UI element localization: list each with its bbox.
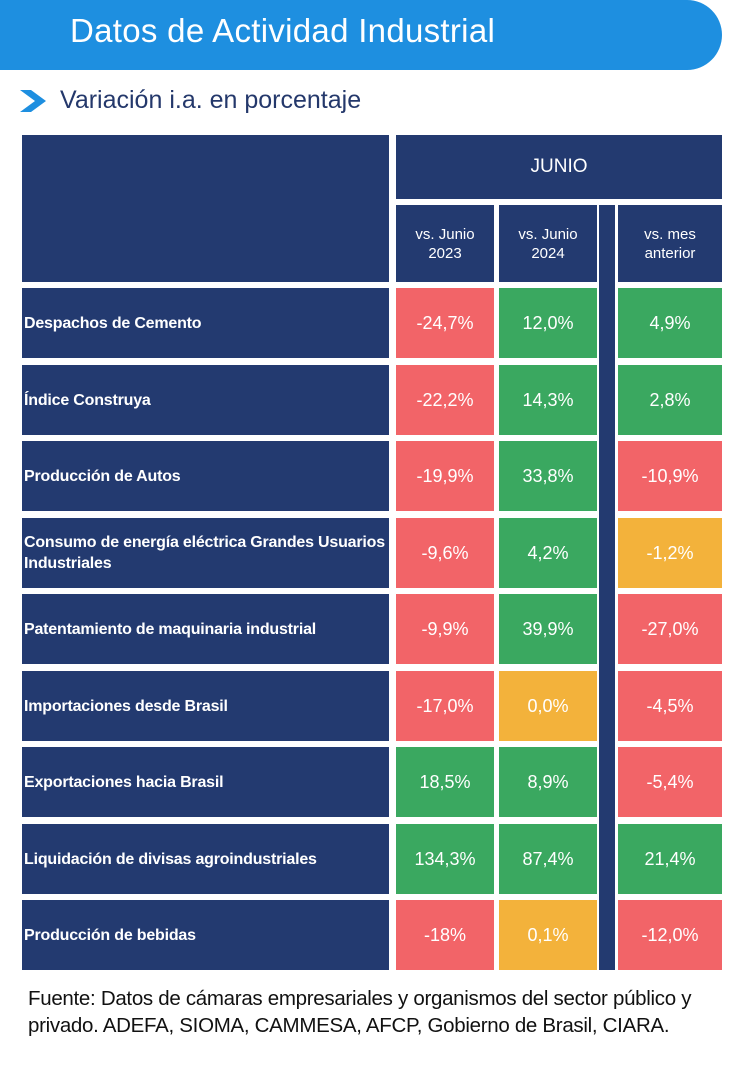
row-label: Producción de Autos bbox=[22, 441, 389, 511]
value-cell: -10,9% bbox=[618, 441, 722, 511]
row-label: Importaciones desde Brasil bbox=[22, 671, 389, 741]
row-label: Índice Construya bbox=[22, 365, 389, 435]
value-cell: 2,8% bbox=[618, 365, 722, 435]
column-header-vs-mes-anterior: vs. mes anterior bbox=[618, 205, 722, 282]
row-label-text: Producción de Autos bbox=[24, 467, 181, 485]
value-cell: 134,3% bbox=[396, 824, 494, 894]
header-corner bbox=[22, 135, 389, 282]
value-cell: -9,6% bbox=[396, 518, 494, 588]
value-cell: -24,7% bbox=[396, 288, 494, 358]
value-cell: -1,2% bbox=[618, 518, 722, 588]
row-label: Liquidación de divisas agroindustriales bbox=[22, 824, 389, 894]
row-label: Exportaciones hacia Brasil bbox=[22, 747, 389, 817]
value-cell: 87,4% bbox=[499, 824, 597, 894]
value-cell: -22,2% bbox=[396, 365, 494, 435]
value-cell: -12,0% bbox=[618, 900, 722, 970]
value-cell: -17,0% bbox=[396, 671, 494, 741]
page-title: Datos de Actividad Industrial bbox=[70, 12, 496, 49]
value-cell: -27,0% bbox=[618, 594, 722, 664]
value-cell: -4,5% bbox=[618, 671, 722, 741]
group-header-junio: JUNIO bbox=[396, 135, 722, 199]
data-table: JUNIO vs. Junio 2023 vs. Junio 2024 vs. … bbox=[22, 135, 722, 970]
column-header-label: vs. mes anterior bbox=[644, 225, 696, 262]
row-label-text: Despachos de Cemento bbox=[24, 314, 202, 332]
column-separator bbox=[599, 282, 615, 970]
source-note: Fuente: Datos de cámaras empresariales y… bbox=[28, 987, 692, 1037]
value-cell: 4,9% bbox=[618, 288, 722, 358]
row-label: Patentamiento de maquinaria industrial bbox=[22, 594, 389, 664]
value-cell: 0,0% bbox=[499, 671, 597, 741]
row-label: Producción de bebidas bbox=[22, 900, 389, 970]
column-header-label: vs. Junio 2023 bbox=[415, 225, 475, 262]
row-label-text: Importaciones desde Brasil bbox=[24, 697, 228, 715]
value-cell: 39,9% bbox=[499, 594, 597, 664]
chevron-right-icon bbox=[20, 90, 46, 112]
row-label: Despachos de Cemento bbox=[22, 288, 389, 358]
value-cell: 0,1% bbox=[499, 900, 597, 970]
value-cell: 21,4% bbox=[618, 824, 722, 894]
column-header-label: vs. Junio 2024 bbox=[518, 225, 578, 262]
value-cell: 8,9% bbox=[499, 747, 597, 817]
row-label-text: Producción de bebidas bbox=[24, 926, 196, 944]
column-header-vs-junio-2023: vs. Junio 2023 bbox=[396, 205, 494, 282]
value-cell: -5,4% bbox=[618, 747, 722, 817]
value-cell: 14,3% bbox=[499, 365, 597, 435]
value-cell: 18,5% bbox=[396, 747, 494, 817]
title-banner: Datos de Actividad Industrial bbox=[0, 0, 722, 70]
value-cell: -19,9% bbox=[396, 441, 494, 511]
row-label-text: Índice Construya bbox=[24, 391, 151, 409]
row-label-text: Patentamiento de maquinaria industrial bbox=[24, 620, 317, 638]
value-cell: -18% bbox=[396, 900, 494, 970]
value-cell: 4,2% bbox=[499, 518, 597, 588]
row-label-text: Liquidación de divisas agroindustriales bbox=[24, 850, 317, 868]
value-cell: 12,0% bbox=[499, 288, 597, 358]
row-label-text: Consumo de energía eléctrica Grandes Usu… bbox=[24, 534, 385, 572]
value-cell: -9,9% bbox=[396, 594, 494, 664]
row-label-text: Exportaciones hacia Brasil bbox=[24, 773, 224, 791]
column-header-vs-junio-2024: vs. Junio 2024 bbox=[499, 205, 597, 282]
subtitle: Variación i.a. en porcentaje bbox=[60, 86, 362, 114]
row-label: Consumo de energía eléctrica Grandes Usu… bbox=[22, 518, 389, 588]
value-cell: 33,8% bbox=[499, 441, 597, 511]
